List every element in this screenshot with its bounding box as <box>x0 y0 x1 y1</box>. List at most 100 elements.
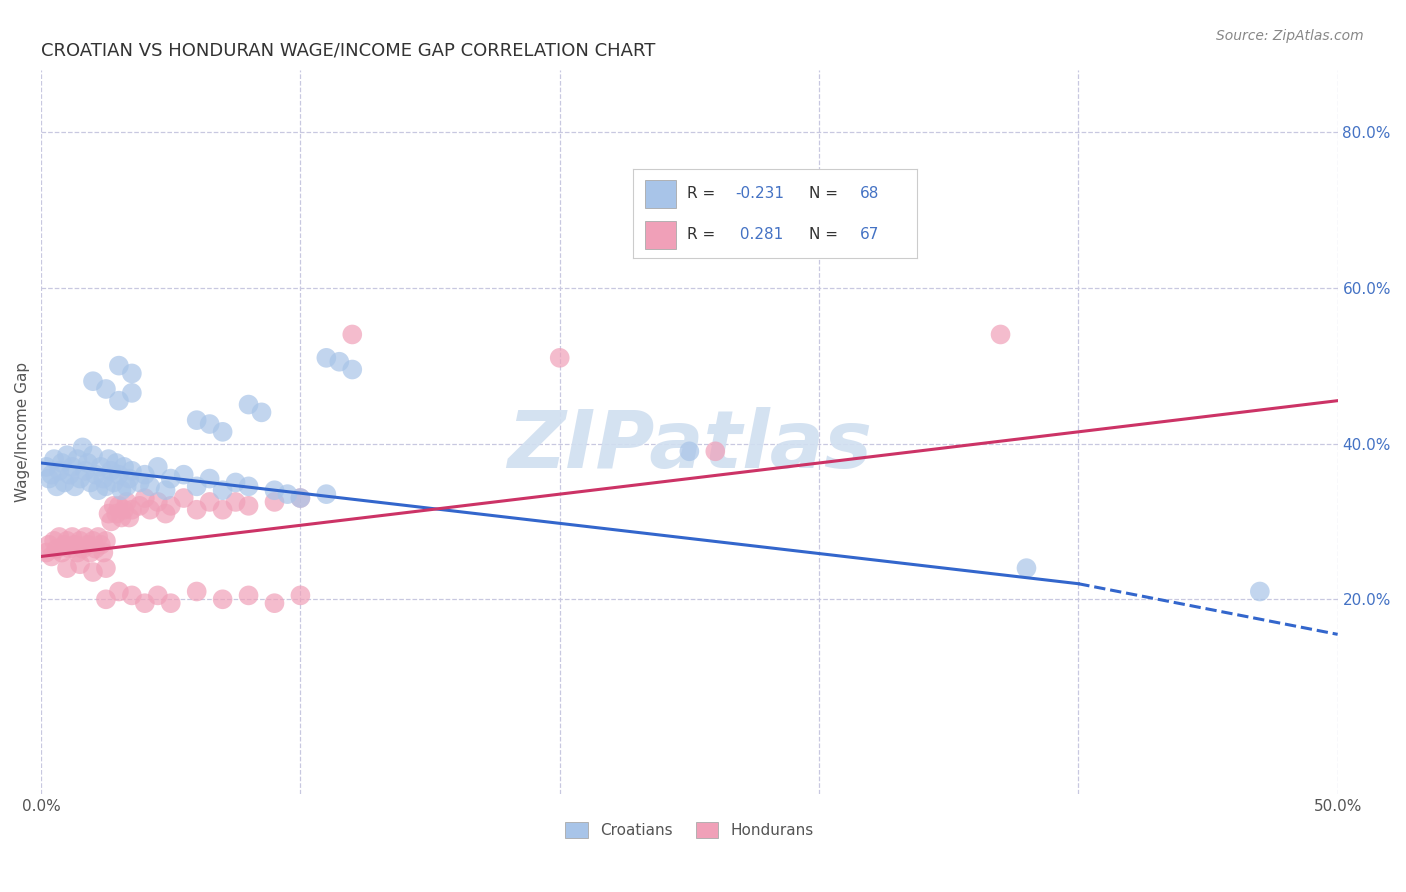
Point <box>121 502 143 516</box>
Point <box>97 507 120 521</box>
Point <box>112 459 135 474</box>
Point <box>238 588 260 602</box>
Point <box>51 456 73 470</box>
Point <box>76 538 98 552</box>
Point <box>186 479 208 493</box>
Point <box>87 530 110 544</box>
Point <box>678 444 700 458</box>
Point <box>290 491 312 505</box>
Point <box>90 538 112 552</box>
Point <box>155 507 177 521</box>
Point <box>118 472 141 486</box>
Point <box>69 533 91 548</box>
Point <box>56 533 79 548</box>
Point <box>198 495 221 509</box>
Point <box>108 584 131 599</box>
Point <box>76 456 98 470</box>
Point <box>128 475 150 490</box>
Point <box>173 491 195 505</box>
Point <box>90 459 112 474</box>
Point <box>100 464 122 478</box>
Point <box>66 452 89 467</box>
Point <box>315 487 337 501</box>
Point <box>84 541 107 556</box>
Point <box>238 479 260 493</box>
Point <box>186 502 208 516</box>
Point <box>82 448 104 462</box>
Point <box>211 502 233 516</box>
Point <box>82 565 104 579</box>
Point <box>108 359 131 373</box>
Point <box>94 561 117 575</box>
Point <box>53 538 76 552</box>
Point <box>121 588 143 602</box>
Point <box>290 588 312 602</box>
Point <box>139 502 162 516</box>
Text: Source: ZipAtlas.com: Source: ZipAtlas.com <box>1216 29 1364 43</box>
Point <box>51 545 73 559</box>
Text: 0.281: 0.281 <box>735 227 783 243</box>
Point <box>155 483 177 498</box>
Point <box>186 584 208 599</box>
Point <box>53 475 76 490</box>
Point <box>72 441 94 455</box>
Point <box>79 475 101 490</box>
Point <box>48 464 70 478</box>
Point <box>238 499 260 513</box>
Point <box>290 491 312 505</box>
Point <box>990 327 1012 342</box>
Point <box>48 530 70 544</box>
Point <box>103 475 125 490</box>
Point <box>225 475 247 490</box>
Point <box>45 479 67 493</box>
Point <box>1015 561 1038 575</box>
Point <box>63 538 86 552</box>
Point <box>108 393 131 408</box>
Point <box>87 483 110 498</box>
Point <box>66 545 89 559</box>
Point <box>121 464 143 478</box>
Point <box>35 545 58 559</box>
Point <box>134 491 156 505</box>
Point <box>115 495 138 509</box>
Point <box>93 545 115 559</box>
Text: R =: R = <box>688 227 720 243</box>
Point <box>93 472 115 486</box>
Point <box>139 479 162 493</box>
Point <box>1249 584 1271 599</box>
Point <box>128 499 150 513</box>
Point <box>105 507 128 521</box>
Point <box>60 459 83 474</box>
Point <box>56 561 79 575</box>
Point <box>146 459 169 474</box>
Point <box>146 495 169 509</box>
Point <box>94 479 117 493</box>
Point <box>75 530 97 544</box>
Text: N =: N = <box>808 227 844 243</box>
Point <box>42 452 65 467</box>
Text: 68: 68 <box>860 186 879 202</box>
Point <box>186 413 208 427</box>
Point <box>110 483 132 498</box>
Point <box>69 558 91 572</box>
Point <box>60 530 83 544</box>
Point <box>103 499 125 513</box>
Text: -0.231: -0.231 <box>735 186 785 202</box>
Point <box>42 533 65 548</box>
Point <box>146 588 169 602</box>
Point <box>97 452 120 467</box>
Point <box>108 499 131 513</box>
Point <box>548 351 571 365</box>
Point <box>238 398 260 412</box>
Point <box>276 487 298 501</box>
Point <box>110 510 132 524</box>
Text: R =: R = <box>688 186 720 202</box>
Point <box>159 499 181 513</box>
Point <box>82 533 104 548</box>
Point <box>41 549 63 564</box>
Point <box>118 510 141 524</box>
Point <box>159 472 181 486</box>
Point <box>211 483 233 498</box>
Point <box>263 495 285 509</box>
Point <box>38 538 60 552</box>
